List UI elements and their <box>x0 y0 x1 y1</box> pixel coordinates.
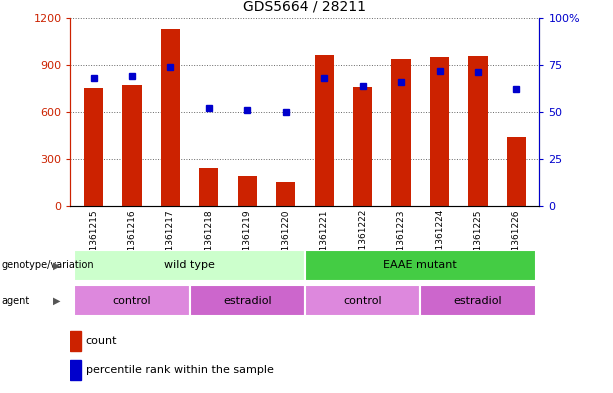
Bar <box>84 88 103 206</box>
Bar <box>74 250 305 281</box>
Text: control: control <box>343 296 382 306</box>
Bar <box>305 285 421 316</box>
Text: ▶: ▶ <box>53 296 61 306</box>
Bar <box>199 168 218 206</box>
Text: agent: agent <box>1 296 29 306</box>
Bar <box>468 56 487 206</box>
Bar <box>507 137 526 206</box>
Bar <box>123 85 142 206</box>
Bar <box>238 176 257 206</box>
Text: EAAE mutant: EAAE mutant <box>383 260 457 270</box>
Bar <box>430 57 449 206</box>
Text: genotype/variation: genotype/variation <box>1 260 94 270</box>
Bar <box>353 87 372 206</box>
Bar <box>305 250 536 281</box>
Bar <box>314 55 334 206</box>
Bar <box>161 29 180 206</box>
Text: estradiol: estradiol <box>223 296 272 306</box>
Bar <box>276 182 295 206</box>
Bar <box>74 285 189 316</box>
Bar <box>70 331 81 351</box>
Text: estradiol: estradiol <box>454 296 502 306</box>
Text: wild type: wild type <box>164 260 215 270</box>
Bar <box>421 285 536 316</box>
Bar <box>189 285 305 316</box>
Text: percentile rank within the sample: percentile rank within the sample <box>85 365 273 375</box>
Bar <box>392 59 411 206</box>
Bar <box>70 360 81 380</box>
Text: ▶: ▶ <box>53 260 61 270</box>
Title: GDS5664 / 28211: GDS5664 / 28211 <box>243 0 367 14</box>
Text: count: count <box>85 336 117 346</box>
Text: control: control <box>113 296 151 306</box>
